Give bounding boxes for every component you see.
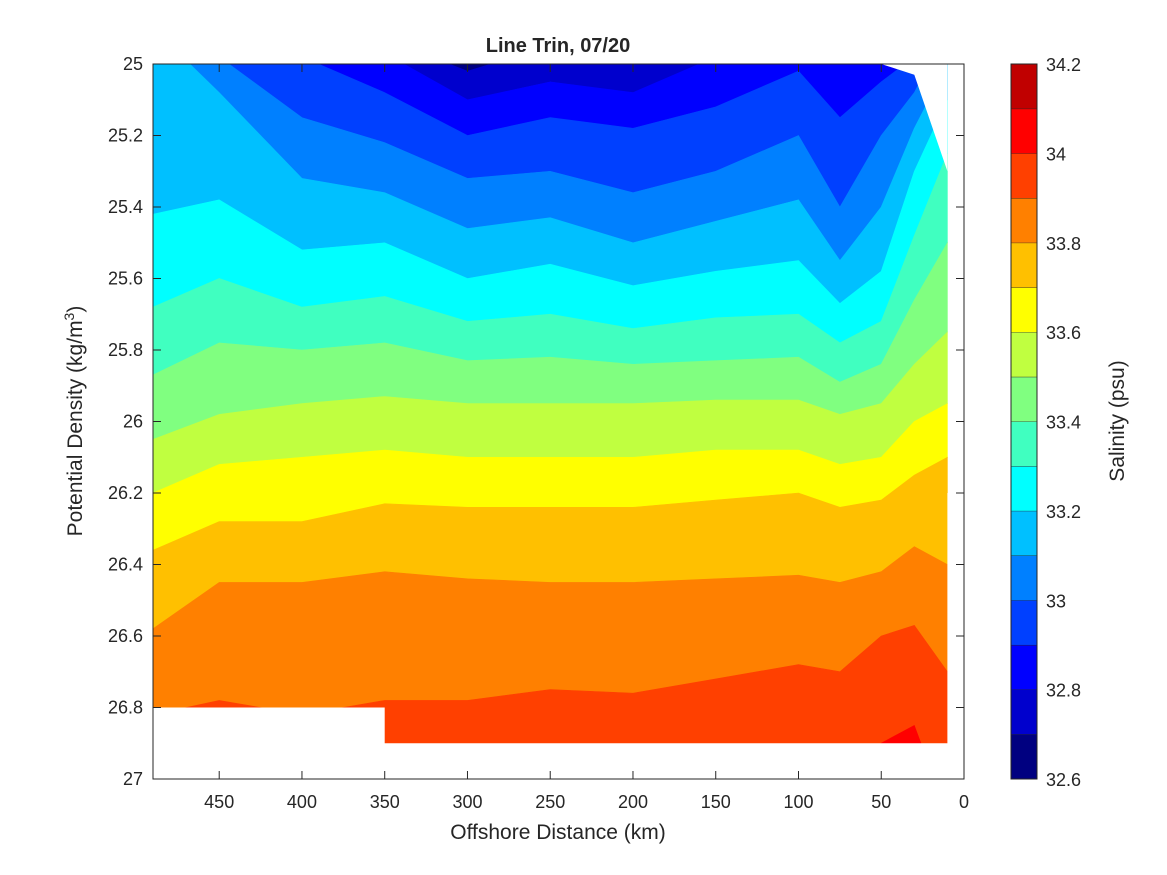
y-tick-label: 26.4 [108, 555, 143, 575]
colorbar-segment [1011, 734, 1037, 779]
colorbar-segment [1011, 153, 1037, 199]
colorbar-label: Salinity (psu) [1106, 360, 1129, 481]
x-tick-label: 350 [370, 792, 400, 812]
colorbar-segment [1011, 198, 1037, 243]
y-tick-label: 25.8 [108, 340, 143, 360]
y-tick-label: 25 [123, 54, 143, 74]
x-tick-label: 300 [452, 792, 482, 812]
plot-frame [152, 63, 965, 780]
colorbar-segment [1011, 376, 1037, 422]
y-axis-label-close: ) [64, 306, 87, 313]
colorbar-segment [1011, 287, 1037, 333]
no-data-mask-bottom [153, 493, 964, 779]
colorbar-segment [1011, 64, 1037, 109]
y-tick-label: 25.6 [108, 269, 143, 289]
colorbar-segment [1011, 510, 1037, 556]
x-tick-label: 400 [287, 792, 317, 812]
colorbar-segment [1011, 332, 1037, 377]
colorbar: 34.2 34 33.8 33.6 33.4 33.2 33 32.8 32.6 [1011, 55, 1081, 790]
y-tick-label: 27 [123, 769, 143, 789]
y-tick-label: 26 [123, 412, 143, 432]
colorbar-tick-label: 34.2 [1046, 55, 1081, 75]
contour-fills [153, 64, 964, 779]
y-tick-label: 25.4 [108, 197, 143, 217]
y-axis-label-superscript: 3 [61, 312, 77, 320]
y-tick-label: 26.8 [108, 698, 143, 718]
x-tick-label: 150 [701, 792, 731, 812]
colorbar-tick-label: 33.8 [1046, 234, 1081, 254]
colorbar-segment [1011, 555, 1037, 601]
colorbar-frame [1010, 63, 1038, 780]
colorbar-segment [1011, 242, 1037, 288]
colorbar-tick-label: 33 [1046, 591, 1066, 611]
colorbar-tick-label: 34 [1046, 144, 1066, 164]
colorbar-tick-label: 32.8 [1046, 681, 1081, 701]
y-tick-label: 25.2 [108, 126, 143, 146]
x-tick-label: 50 [871, 792, 891, 812]
y-axis-label-main: Potential Density (kg/m [64, 320, 87, 536]
x-tick-label: 250 [535, 792, 565, 812]
x-axis-label: Offshore Distance (km) [450, 821, 666, 844]
colorbar-segment [1011, 108, 1037, 154]
y-axis-label: Potential Density (kg/m3) [61, 306, 87, 537]
colorbar-segment [1011, 421, 1037, 467]
colorbar-segment [1011, 600, 1037, 645]
x-tick-label: 100 [783, 792, 813, 812]
x-tick-label: 0 [959, 792, 969, 812]
chart-title: Line Trin, 07/20 [486, 35, 631, 57]
colorbar-tick-label: 33.4 [1046, 413, 1081, 433]
x-tick-label: 200 [618, 792, 648, 812]
x-tick-label: 450 [204, 792, 234, 812]
colorbar-tick-label: 32.6 [1046, 770, 1081, 790]
colorbar-segment [1011, 644, 1037, 690]
y-tick-label: 26.2 [108, 483, 143, 503]
colorbar-tick-label: 33.6 [1046, 323, 1081, 343]
y-tick-label: 26.6 [108, 626, 143, 646]
colorbar-segment [1011, 466, 1037, 511]
axis-ticks: 450 400 350 300 250 200 150 100 50 0 25 25.2 25.4 25.… [108, 54, 969, 812]
colorbar-segment [1011, 689, 1037, 735]
colorbar-tick-label: 33.2 [1046, 502, 1081, 522]
